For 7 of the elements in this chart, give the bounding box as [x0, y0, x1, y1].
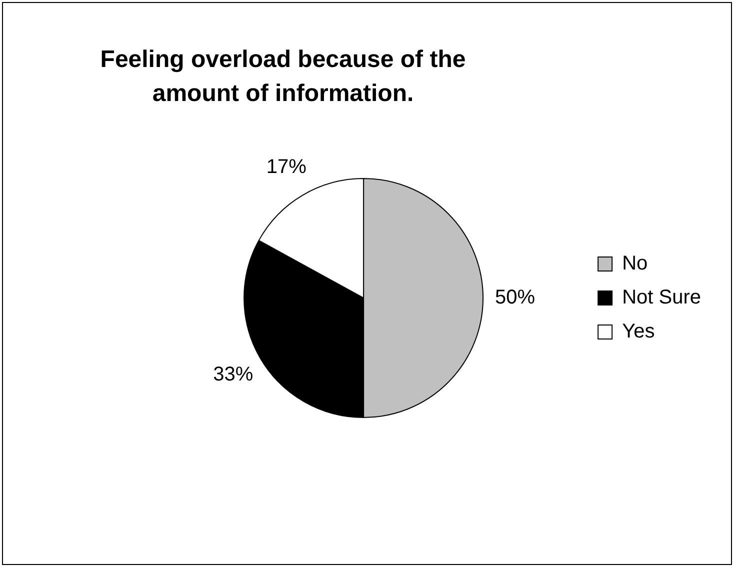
legend-label: No	[622, 252, 648, 275]
data-label: 17%	[266, 156, 307, 178]
legend-label: Yes	[622, 320, 655, 343]
data-label: 33%	[213, 364, 254, 386]
legend-label: Not Sure	[622, 286, 702, 309]
data-label: 50%	[495, 286, 536, 309]
chart-title: Feeling overload because of the amount of information.	[99, 45, 467, 109]
